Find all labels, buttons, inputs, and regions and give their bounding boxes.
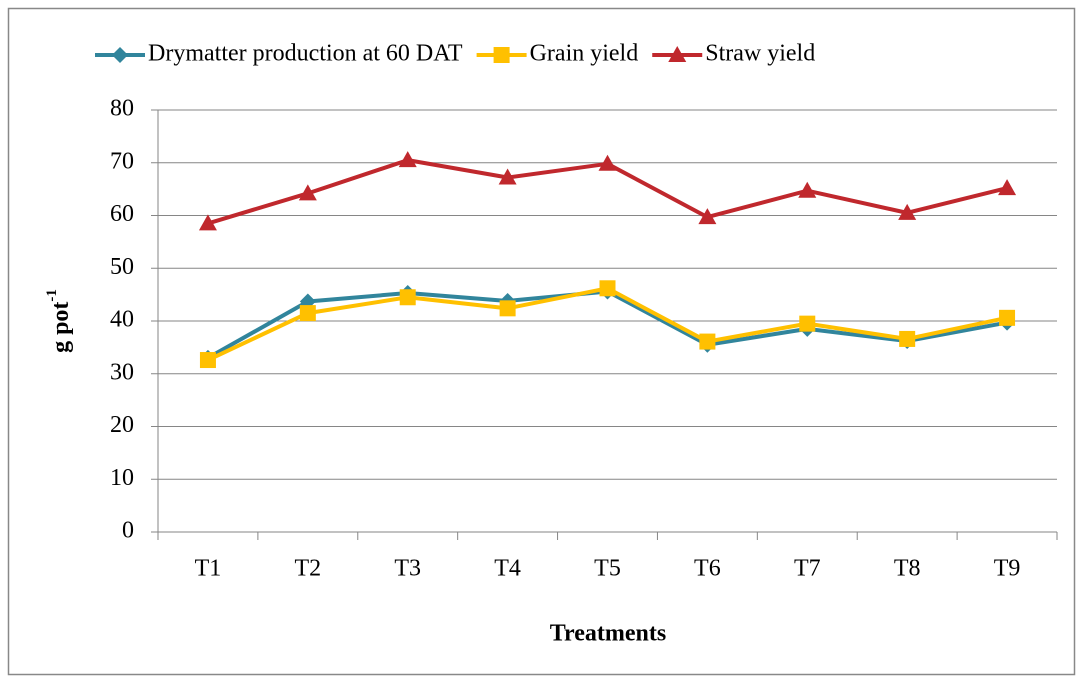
legend-label: Grain yield: [530, 41, 639, 67]
x-tick-label: T4: [494, 556, 521, 582]
marker-square: [199, 352, 216, 369]
marker-triangle: [798, 181, 817, 198]
marker-square: [999, 309, 1016, 326]
x-tick-label: T8: [894, 556, 921, 582]
marker-triangle: [698, 208, 717, 225]
legend-label: Drymatter production at 60 DAT: [148, 41, 463, 67]
x-tick-label: T6: [694, 556, 721, 582]
marker-square: [599, 280, 616, 297]
y-tick-label: 40: [110, 307, 134, 333]
x-tick-label: T2: [294, 556, 321, 582]
x-tick-label: T1: [195, 556, 222, 582]
y-tick-label: 30: [110, 359, 134, 385]
x-tick-label: T7: [794, 556, 821, 582]
marker-diamond: [112, 47, 128, 63]
y-axis-title-main: g pot: [48, 302, 74, 353]
marker-square: [399, 289, 416, 306]
marker-square: [899, 330, 916, 347]
x-tick-label: T9: [994, 556, 1021, 582]
y-tick-label: 20: [110, 412, 134, 438]
marker-square: [799, 315, 816, 332]
y-tick-label: 70: [110, 148, 134, 174]
marker-square: [493, 47, 510, 63]
marker-triangle: [598, 154, 617, 171]
marker-triangle: [198, 214, 217, 231]
x-axis-title: Treatments: [550, 621, 666, 647]
y-tick-label: 0: [122, 518, 134, 544]
marker-triangle: [498, 168, 517, 185]
y-tick-label: 60: [110, 201, 134, 227]
marker-triangle: [898, 203, 917, 220]
marker-square: [699, 333, 716, 350]
marker-triangle: [998, 179, 1017, 196]
marker-triangle: [398, 151, 417, 168]
marker-triangle: [298, 184, 317, 201]
y-tick-label: 50: [110, 254, 134, 280]
marker-square: [299, 305, 316, 322]
y-tick-label: 80: [110, 96, 134, 122]
marker-triangle: [668, 46, 687, 62]
x-tick-label: T3: [394, 556, 421, 582]
x-tick-label: T5: [594, 556, 621, 582]
legend-label: Straw yield: [705, 41, 815, 67]
y-tick-label: 10: [110, 465, 134, 491]
y-axis-title-sup: -1: [44, 289, 60, 302]
marker-square: [499, 300, 516, 317]
y-axis-title: g pot-1: [44, 289, 73, 353]
